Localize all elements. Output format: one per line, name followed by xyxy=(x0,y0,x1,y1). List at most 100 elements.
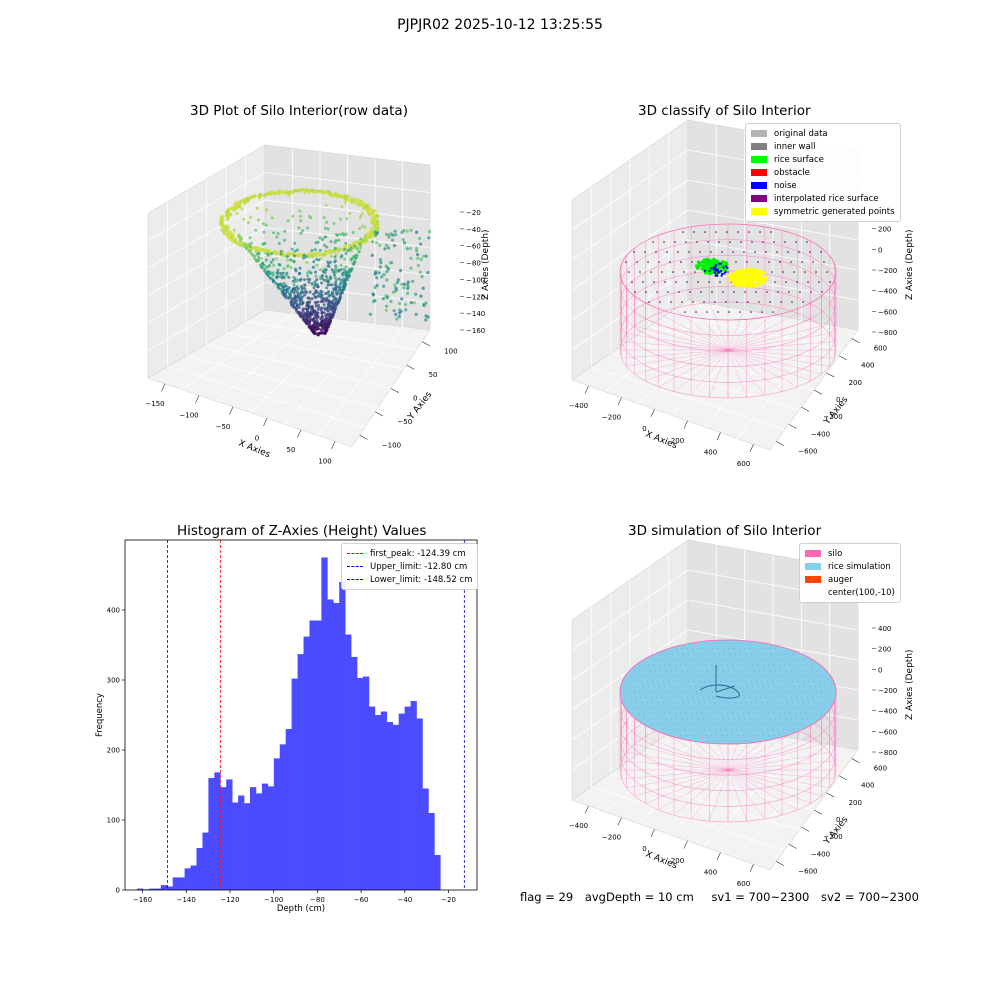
raw-data-point xyxy=(316,300,320,304)
rice-simulation-point xyxy=(675,713,677,715)
symmetric-generated-point xyxy=(742,273,747,278)
interpolated-rice-surface-point xyxy=(633,251,635,253)
raw-data-point xyxy=(257,259,260,263)
rice-simulation-point xyxy=(743,718,745,720)
symmetric-generated-point xyxy=(756,274,760,278)
interpolated-rice-surface-point xyxy=(631,281,633,283)
raw-data-point xyxy=(227,235,231,240)
pane-gridline xyxy=(571,629,689,711)
symmetric-generated-point xyxy=(761,276,765,280)
raw-data-point xyxy=(347,275,351,279)
raw-data-point xyxy=(357,198,361,203)
raw-data-point xyxy=(341,232,345,235)
legend-item: rice surface xyxy=(751,153,895,166)
raw-data-point xyxy=(375,213,379,218)
plot2-y-tick-label: −200 xyxy=(823,413,842,421)
pane-gridline xyxy=(610,352,800,411)
raw-data-point xyxy=(247,249,251,253)
raw-data-point xyxy=(276,232,280,236)
raw-data-point xyxy=(335,278,338,282)
raw-data-point xyxy=(306,226,309,230)
raw-data-point xyxy=(233,205,237,209)
raw-data-point xyxy=(315,326,319,330)
raw-data-point xyxy=(325,220,329,224)
noise-point xyxy=(713,271,716,274)
raw-data-point xyxy=(260,265,264,269)
symmetric-generated-point xyxy=(738,278,742,283)
raw-data-point xyxy=(301,254,305,258)
histogram-bar xyxy=(297,654,304,890)
rice-simulation-point xyxy=(727,669,729,671)
raw-data-point xyxy=(381,297,385,301)
rice-simulation-point xyxy=(641,702,643,704)
rice-simulation-point xyxy=(673,729,675,731)
raw-data-point xyxy=(261,242,265,246)
rice-surface-point xyxy=(709,264,713,268)
raw-data-point xyxy=(229,237,234,242)
interpolated-rice-surface-point xyxy=(693,231,695,233)
raw-data-point xyxy=(338,282,342,286)
rice-simulation-point xyxy=(721,734,723,736)
raw-data-point xyxy=(427,230,432,234)
raw-data-point xyxy=(317,324,321,328)
raw-data-point xyxy=(354,256,358,260)
raw-data-point xyxy=(293,301,297,305)
rice-simulation-point xyxy=(741,729,743,731)
raw-data-point xyxy=(287,296,291,300)
rice-simulation-point xyxy=(705,686,707,688)
raw-data-point xyxy=(307,302,311,306)
raw-data-point xyxy=(219,218,224,222)
rice-simulation-point xyxy=(788,686,790,688)
rice-simulation-point xyxy=(822,675,824,677)
raw-data-point xyxy=(315,311,318,315)
rice-simulation-point xyxy=(695,734,697,736)
raw-data-point xyxy=(357,203,361,207)
rice-surface-point xyxy=(704,269,708,273)
raw-data-point xyxy=(319,300,323,304)
noise-point xyxy=(714,269,717,272)
raw-data-point xyxy=(359,238,363,242)
raw-data-point xyxy=(331,314,334,318)
raw-data-point xyxy=(289,252,293,256)
raw-data-point xyxy=(310,310,314,314)
interpolated-rice-surface-point xyxy=(774,281,776,283)
rice-simulation-point xyxy=(787,680,789,682)
rice-surface-point xyxy=(710,262,714,266)
rice-surface-point xyxy=(712,261,716,266)
raw-data-point xyxy=(276,283,280,287)
raw-data-point xyxy=(315,278,319,282)
raw-data-point xyxy=(352,255,355,259)
rice-simulation-point xyxy=(813,702,815,704)
rice-simulation-point xyxy=(768,734,770,736)
rice-surface-point xyxy=(713,259,718,263)
raw-data-point xyxy=(401,238,405,242)
raw-data-point xyxy=(313,316,316,320)
rice-surface-point xyxy=(715,264,720,268)
rice-simulation-point xyxy=(707,740,709,742)
raw-data-point xyxy=(400,297,404,301)
rice-simulation-point xyxy=(754,718,756,720)
rice-surface-point xyxy=(702,268,706,272)
raw-data-point xyxy=(235,212,239,216)
raw-data-point xyxy=(329,260,333,264)
raw-data-point xyxy=(219,221,224,225)
raw-data-point xyxy=(308,311,312,314)
symmetric-generated-point xyxy=(738,279,742,283)
raw-data-point xyxy=(292,254,297,258)
raw-data-point xyxy=(299,231,303,235)
raw-data-point xyxy=(337,298,341,302)
plot1-z-tick-label: −140 xyxy=(466,310,485,318)
raw-data-point xyxy=(311,318,315,321)
raw-data-point xyxy=(392,244,397,248)
rice-surface-point xyxy=(717,261,721,265)
symmetric-generated-point xyxy=(738,284,742,288)
rice-simulation-point xyxy=(694,729,696,731)
plot1-xlabel: X Axies xyxy=(237,439,272,461)
raw-data-point xyxy=(305,321,309,325)
pane-gridline xyxy=(181,313,293,390)
raw-data-point xyxy=(291,214,295,218)
raw-data-point xyxy=(378,265,382,269)
raw-data-point xyxy=(325,190,329,194)
raw-data-point xyxy=(327,261,331,265)
symmetric-generated-point xyxy=(730,272,734,276)
